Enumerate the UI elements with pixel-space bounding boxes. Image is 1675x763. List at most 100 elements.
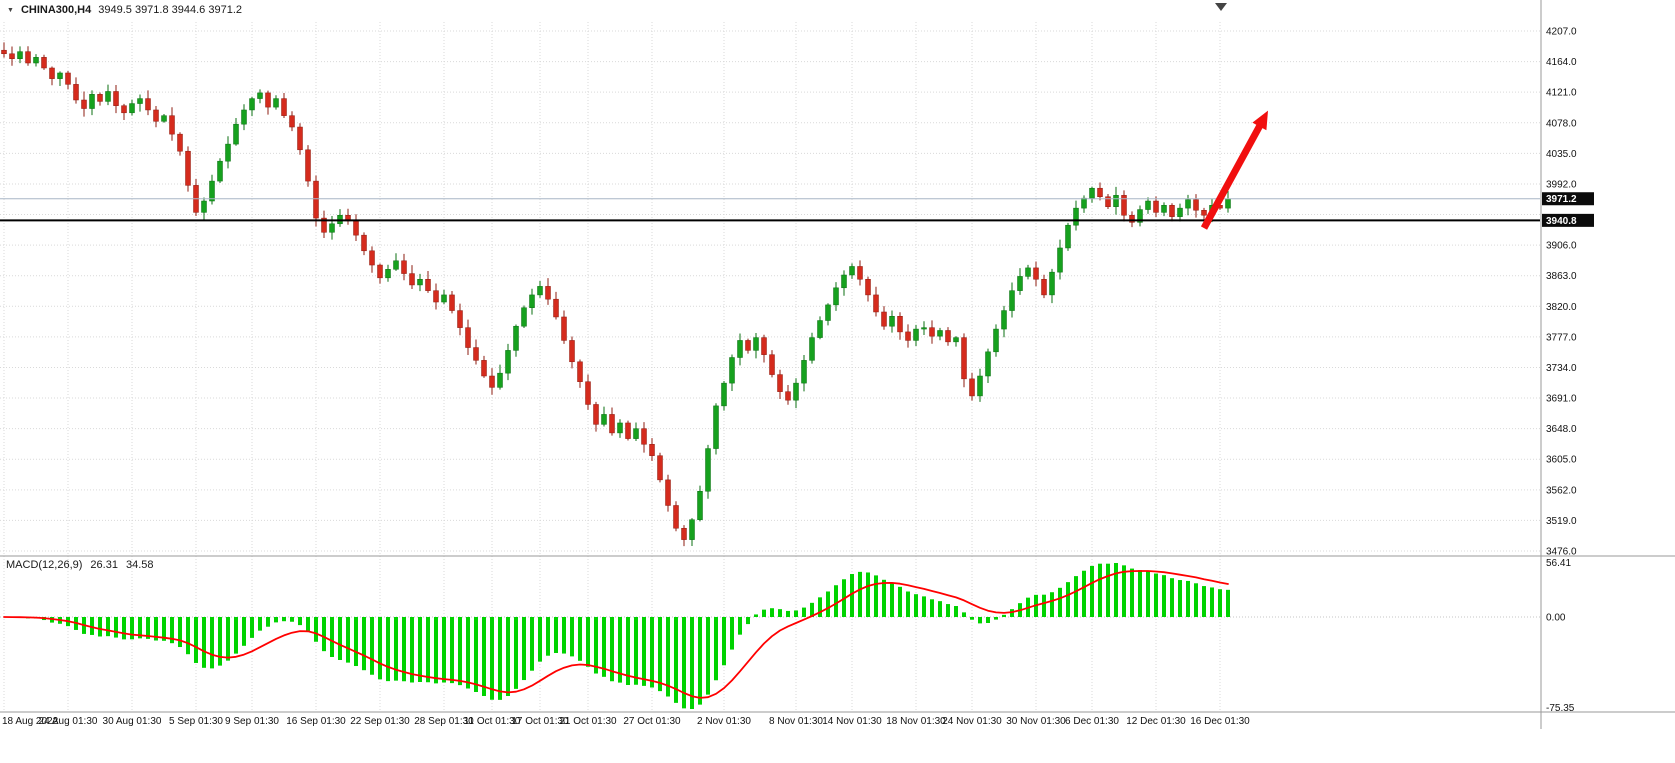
price-tick-label: 3777.0 [1546, 332, 1577, 343]
bull-candle [633, 428, 639, 439]
bull-candle [1081, 197, 1087, 209]
bear-candle [1201, 210, 1207, 216]
annotation-layer[interactable] [1200, 3, 1268, 230]
bear-candle [1097, 187, 1103, 197]
trend-arrow-shaft[interactable] [1200, 117, 1267, 230]
bear-candle [945, 330, 951, 343]
price-tick-label: 3820.0 [1546, 302, 1577, 313]
bull-candle [833, 287, 839, 306]
bear-candle [305, 149, 311, 182]
hline-price-badge [1542, 213, 1594, 227]
bull-candle [201, 200, 207, 213]
bull-candle [993, 328, 999, 353]
bull-candle [1089, 187, 1095, 199]
bear-candle [1033, 267, 1039, 280]
bear-candle [873, 294, 879, 313]
bear-candle [313, 180, 319, 219]
bear-candle [785, 391, 791, 401]
bear-candle [361, 234, 367, 252]
time-axis-label: 12 Dec 01:30 [1126, 716, 1186, 727]
bull-candle [1225, 198, 1231, 209]
time-axis-label: 18 Nov 01:30 [886, 716, 946, 727]
grid-layer [0, 22, 1540, 712]
bear-candle [369, 250, 375, 266]
bear-candle [289, 115, 295, 128]
bull-candle [329, 223, 335, 233]
bull-candle [57, 72, 63, 79]
bull-candle [105, 91, 111, 102]
price-tick-label: 3906.0 [1546, 241, 1577, 252]
bear-candle [281, 98, 287, 116]
bear-candle [897, 316, 903, 333]
time-axis-label: 24 Nov 01:30 [942, 716, 1002, 727]
price-lines-layer [0, 198, 1540, 222]
bull-candle [753, 337, 759, 351]
price-tick-label: 4121.0 [1546, 88, 1577, 99]
bull-candle [1177, 207, 1183, 217]
time-axis-label: 11 Oct 01:30 [464, 716, 521, 727]
price-axis[interactable]: 4207.0 4164.0 4121.0 4078.0 4035.0 3992.0 3906… [1542, 27, 1594, 715]
chart-shift-marker[interactable] [1215, 3, 1227, 11]
bear-candle [665, 479, 671, 506]
bear-candle [121, 105, 127, 114]
bear-candle [577, 361, 583, 382]
bull-candle [921, 327, 927, 330]
bear-candle [177, 133, 183, 152]
bull-candle [809, 337, 815, 361]
price-tick-label: 3992.0 [1546, 179, 1577, 190]
bull-candle [977, 375, 983, 397]
bull-candle [393, 260, 399, 270]
bull-candle [241, 109, 247, 125]
bull-candle [225, 143, 231, 162]
bull-candle [497, 372, 503, 388]
macd-scale-max: 56.41 [1546, 558, 1571, 569]
bull-candle [89, 94, 95, 109]
bear-candle [353, 220, 359, 236]
bear-candle [297, 126, 303, 151]
bull-candle [1137, 209, 1143, 223]
bear-candle [1129, 214, 1135, 223]
time-axis-label: 16 Dec 01:30 [1190, 716, 1250, 727]
bear-candle [905, 331, 911, 341]
bull-candle [689, 519, 695, 540]
time-axis-label: 9 Sep 01:30 [225, 716, 279, 727]
ohlc-readout: 3949.5 3971.8 3944.6 3971.2 [98, 4, 242, 16]
trend-arrow-head[interactable] [1252, 110, 1268, 131]
macd-signal-value: 34.58 [125, 559, 154, 571]
bear-candle [481, 360, 487, 377]
bear-candle [489, 375, 495, 388]
bear-candle [641, 428, 647, 445]
bear-candle [1041, 279, 1047, 296]
bear-candle [681, 527, 687, 540]
bear-candle [1153, 200, 1159, 213]
bull-candle [793, 382, 799, 401]
bear-candle [169, 115, 175, 135]
price-tick-label: 4164.0 [1546, 57, 1577, 68]
bear-candle [265, 92, 271, 108]
bull-candle [513, 325, 519, 351]
bear-candle [65, 72, 71, 85]
bear-candle [961, 337, 967, 380]
chart-header: ▼ CHINA300,H4 3949.5 3971.8 3944.6 3971.… [7, 4, 242, 16]
bear-candle [185, 150, 191, 186]
macd-layer [3, 563, 1230, 709]
bear-candle [657, 455, 663, 481]
bear-candle [97, 94, 103, 102]
bull-candle [273, 98, 279, 108]
bear-candle [865, 279, 871, 296]
bear-candle [1169, 205, 1175, 217]
bull-candle [1185, 199, 1191, 209]
bull-candle [601, 414, 607, 425]
symbol-dropdown-icon[interactable]: ▼ [7, 6, 14, 14]
bear-candle [409, 273, 415, 286]
bear-candle [1193, 199, 1199, 211]
time-axis-label: 2 Nov 01:30 [697, 716, 751, 727]
price-tick-label: 3519.0 [1546, 516, 1577, 527]
bull-candle [1017, 276, 1023, 291]
current-price-badge [1542, 192, 1594, 206]
bull-candle [209, 180, 215, 202]
time-axis-label: 18 Aug 2022 [2, 716, 59, 727]
